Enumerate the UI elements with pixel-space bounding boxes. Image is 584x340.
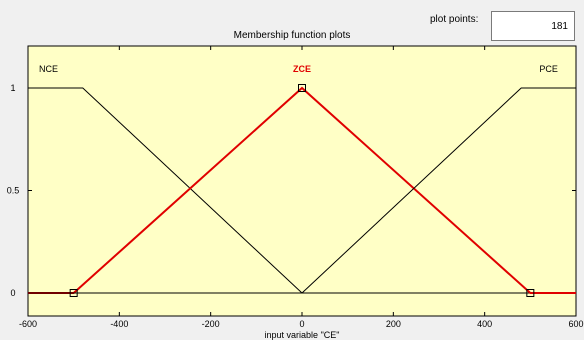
x-tick-label: 600 xyxy=(568,319,583,329)
x-tick-label: -400 xyxy=(110,319,128,329)
x-tick-label: -200 xyxy=(202,319,220,329)
y-tick-label: 1 xyxy=(10,83,15,93)
plot-points-label: plot points: xyxy=(430,14,479,25)
mf-label-nce: NCE xyxy=(39,64,58,74)
mf-vertex-marker[interactable] xyxy=(69,289,78,297)
x-tick-label: 0 xyxy=(299,319,304,329)
mf-line-nce[interactable] xyxy=(28,87,576,294)
mf-label-pce: PCE xyxy=(539,64,558,74)
x-tick-label: -600 xyxy=(19,319,37,329)
x-axis-label: input variable "CE" xyxy=(265,330,340,340)
mf-vertex-marker[interactable] xyxy=(298,84,306,92)
mf-vertex-marker[interactable] xyxy=(526,289,535,297)
plot-points-input[interactable] xyxy=(491,11,575,41)
y-tick-label: 0.5 xyxy=(7,186,20,196)
y-tick-label: 0 xyxy=(10,288,15,298)
plot-area[interactable] xyxy=(27,45,577,317)
mf-label-zce: ZCE xyxy=(293,64,311,74)
x-tick-label: 400 xyxy=(477,319,492,329)
mf-line-pce[interactable] xyxy=(28,87,576,294)
x-tick-label: 200 xyxy=(386,319,401,329)
plot-title: Membership function plots xyxy=(233,30,351,41)
